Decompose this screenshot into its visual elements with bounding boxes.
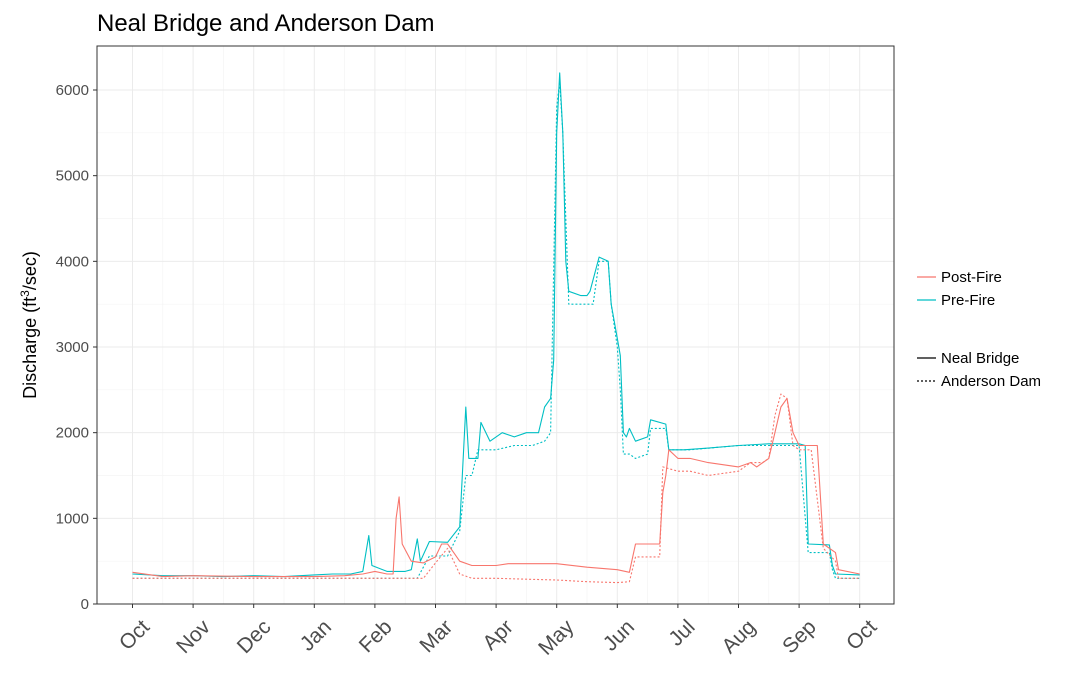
x-tick-label: Oct [842, 615, 881, 654]
x-tick-label: Dec [233, 615, 276, 658]
x-tick-label: Mar [415, 615, 457, 657]
x-tick-label: Jun [599, 615, 639, 655]
series-line [132, 393, 860, 584]
legend-label: Neal Bridge [941, 350, 1019, 367]
x-tick-label: Aug [718, 615, 761, 658]
grid [97, 46, 894, 605]
x-tick-label: Feb [355, 615, 397, 657]
x-tick-label: Jan [296, 615, 336, 655]
y-tick-label: 0 [81, 596, 89, 613]
legend-label: Pre-Fire [941, 292, 995, 309]
legend-label: Anderson Dam [941, 373, 1041, 390]
plot-panel [96, 45, 895, 605]
series-layer [132, 72, 860, 584]
x-tick-label: Oct [115, 615, 154, 654]
x-tick-label: Nov [172, 615, 215, 658]
legend: Post-Fire Pre-Fire Neal Bridge Anderson Dam [917, 269, 1041, 390]
y-tick-label: 6000 [56, 82, 89, 99]
y-tick-label: 4000 [56, 253, 89, 270]
chart-title: Neal Bridge and Anderson Dam [97, 10, 435, 37]
y-tick-label: 5000 [56, 168, 89, 185]
y-tick-label: 2000 [56, 425, 89, 442]
plot-border [96, 45, 895, 605]
y-tick-label: 1000 [56, 510, 89, 527]
y-tick-label: 3000 [56, 339, 89, 356]
x-tick-label: Jul [664, 615, 699, 650]
x-tick-label: Sep [778, 615, 821, 658]
plot-background [97, 46, 894, 604]
x-axis: Oct Nov Dec Jan Feb Mar Apr May Jun Jul Aug Sep Oct [115, 604, 882, 660]
series-line [132, 397, 860, 578]
x-tick-label: Apr [478, 615, 517, 654]
y-axis-label: Discharge (ft3/sec) [18, 251, 40, 399]
y-axis: 0 1000 2000 3000 4000 5000 6000 [56, 82, 97, 613]
x-tick-label: May [534, 615, 579, 660]
legend-label: Post-Fire [941, 269, 1002, 286]
